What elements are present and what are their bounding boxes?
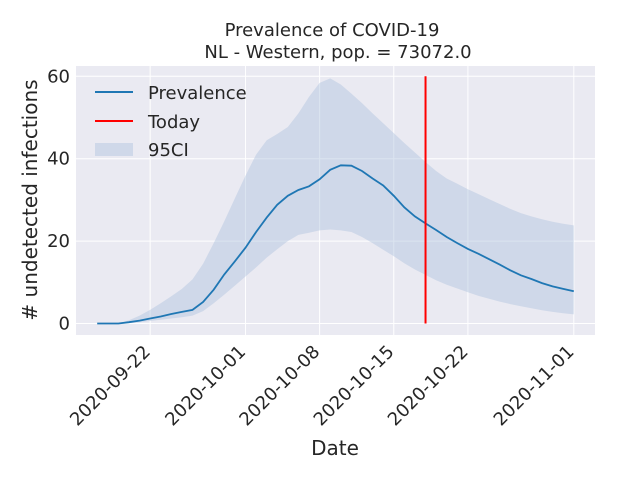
chart-subtitle: NL - Western, pop. = 73072.0 [204, 42, 471, 63]
x-tick-label: 2020-10-22 [384, 342, 473, 431]
legend-label-today: Today [147, 112, 200, 133]
plot-area [76, 66, 595, 335]
legend: Prevalence Today 95CI [95, 83, 247, 161]
y-tick-label: 40 [47, 149, 70, 170]
y-tick-label: 60 [47, 66, 70, 87]
y-axis-label: # undetected infections [18, 79, 42, 320]
legend-label-95ci: 95CI [148, 140, 189, 161]
ci-band-group [97, 78, 574, 324]
legend-label-prevalence: Prevalence [148, 83, 247, 104]
y-tick-label: 20 [47, 231, 70, 252]
y-tick-label: 0 [59, 313, 70, 334]
x-ticks: 2020-09-22 2020-10-012020-10-082020-10-15… [66, 342, 578, 431]
x-tick-label: 2020-09-22 [66, 342, 155, 431]
y-ticks: 0 20 40 60 [47, 66, 70, 334]
chart-title: Prevalence of COVID-19 [225, 20, 440, 41]
x-axis-label: Date [311, 436, 359, 460]
prevalence-line [97, 164, 574, 325]
lines-group [97, 76, 574, 325]
gridlines [76, 66, 595, 335]
x-tick-label: 2020-11-01 [490, 342, 579, 431]
legend-swatch-95ci [95, 143, 133, 156]
ci-band [97, 78, 574, 324]
